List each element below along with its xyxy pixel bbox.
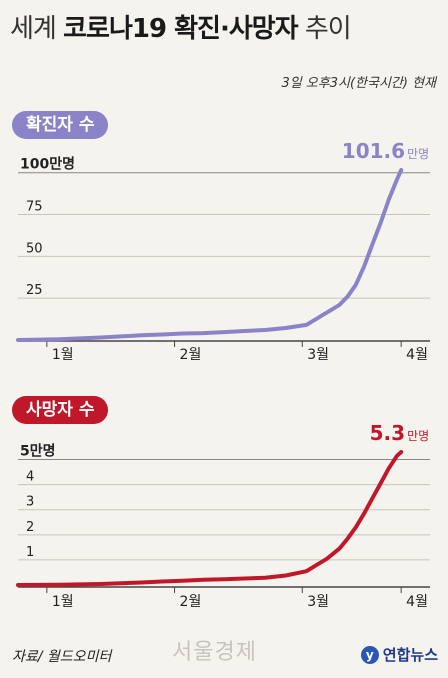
- deaths-x-tick-label: 1월: [52, 594, 74, 610]
- deaths-end-value: 5.3: [370, 421, 405, 445]
- title-main: 코로나19 확진·사망자: [63, 14, 298, 44]
- confirmed-x-tick-label: 4월: [406, 347, 428, 363]
- confirmed-x-tick-label: 3월: [307, 347, 329, 363]
- confirmed-y-tick-label: 75: [26, 200, 43, 215]
- deaths-y-tick-label: 3: [26, 495, 34, 510]
- deaths-x-tick-label: 3월: [307, 594, 329, 610]
- confirmed-y-tick-label: 50: [26, 241, 43, 256]
- title-suffix: 추이: [304, 14, 352, 44]
- confirmed-end-unit: 만명: [407, 147, 429, 161]
- deaths-y-tick-label: 2: [26, 520, 34, 535]
- deaths-x-tick-label: 4월: [406, 594, 428, 610]
- confirmed-y-tick-label: 100만명: [20, 156, 75, 173]
- deaths-y-tick-label: 1: [26, 545, 34, 560]
- title-prefix: 세계: [10, 14, 57, 44]
- confirmed-end-value-label: 101.6 만명: [342, 139, 429, 163]
- confirmed-series-line: [16, 168, 404, 342]
- confirmed-x-tick-label: 2월: [180, 347, 202, 363]
- page-title: 세계 코로나19 확진·사망자 추이: [10, 8, 352, 45]
- logo-text: 연합뉴스: [382, 646, 438, 664]
- confirmed-y-tick-label: 25: [26, 283, 43, 298]
- source-note: 자료/ 월드오미터: [12, 649, 112, 665]
- deaths-y-tick-label: 5만명: [20, 443, 56, 460]
- confirmed-x-tick-label: 1월: [52, 347, 74, 363]
- confirmed-end-value: 101.6: [342, 139, 405, 163]
- subtitle: 3일 오후3시(한국시간) 현재: [281, 76, 436, 91]
- watermark: 서울경제: [172, 640, 257, 665]
- deaths-end-unit: 만명: [407, 429, 429, 443]
- yonhap-logo-icon: y: [360, 645, 379, 664]
- deaths-chart-title: 사망자 수: [12, 396, 109, 424]
- deaths-y-tick-label: 4: [26, 470, 34, 485]
- confirmed-chart-title: 확진자 수: [12, 111, 109, 139]
- yonhap-logo: y 연합뉴스: [360, 644, 438, 665]
- deaths-x-tick-label: 2월: [180, 594, 202, 610]
- deaths-series-line: [16, 450, 404, 587]
- deaths-end-value-label: 5.3 만명: [370, 421, 430, 445]
